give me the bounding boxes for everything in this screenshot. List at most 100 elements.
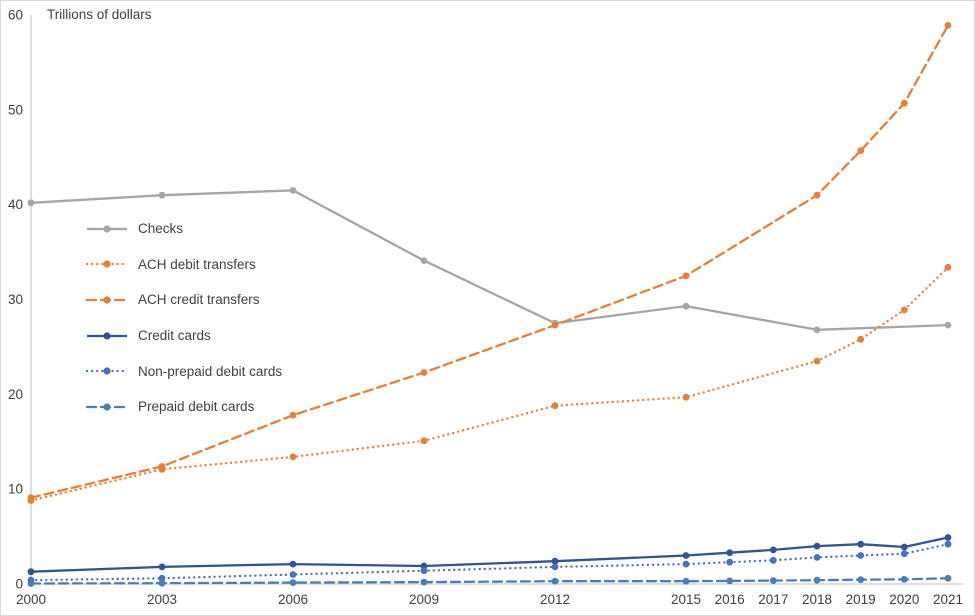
data-point-marker <box>551 577 559 585</box>
legend-item-checks: Checks <box>86 211 282 247</box>
data-point-marker <box>857 576 865 584</box>
data-point-marker <box>682 393 690 401</box>
data-point-marker <box>682 272 690 280</box>
legend-label-checks: Checks <box>138 221 184 237</box>
data-point-marker <box>900 543 908 551</box>
y-tick-label: 30 <box>8 292 23 307</box>
legend-marker <box>103 225 111 233</box>
y-tick-label: 10 <box>8 482 23 497</box>
data-point-marker <box>289 571 297 578</box>
legend-label-non-prepaid-debit-cards: Non-prepaid debit cards <box>138 363 283 379</box>
data-point-marker <box>27 199 35 207</box>
data-point-marker <box>289 411 297 419</box>
y-tick-label: 50 <box>8 102 23 117</box>
data-point-marker <box>158 574 166 582</box>
data-point-marker <box>900 550 908 558</box>
data-point-marker <box>420 257 428 264</box>
data-point-marker <box>158 191 166 199</box>
data-point-marker <box>289 579 297 586</box>
legend-item-prepaid-debit-cards: Prepaid debit cards <box>86 389 282 425</box>
data-point-marker <box>289 453 297 461</box>
x-tick-label: 2016 <box>715 592 745 607</box>
data-point-marker <box>857 147 865 155</box>
data-point-marker <box>420 578 428 586</box>
data-point-marker <box>726 549 734 557</box>
y-tick-label: 60 <box>8 8 23 23</box>
chart-legend: Checks ACH debit transfers ACH credit tran… <box>86 211 282 425</box>
data-point-marker <box>944 540 952 548</box>
data-point-marker <box>682 577 690 585</box>
series-ach-credit-transfers <box>27 22 952 502</box>
series-line-prepaid-debit-cards <box>29 577 950 585</box>
x-tick-label: 2003 <box>147 592 177 607</box>
series-prepaid-debit-cards <box>27 574 952 587</box>
data-point-marker <box>813 357 821 365</box>
legend-marker <box>103 296 111 304</box>
legend-line-sample-ach-debit-transfers <box>86 260 128 268</box>
data-point-marker <box>900 99 908 107</box>
data-point-marker <box>900 575 908 583</box>
data-point-marker <box>857 552 865 559</box>
y-tick-label: 20 <box>8 387 23 402</box>
data-point-marker <box>813 554 821 561</box>
data-point-marker <box>944 534 952 541</box>
legend-line-sample-prepaid-debit-cards <box>86 403 128 411</box>
x-tick-label: 2018 <box>802 592 832 607</box>
data-point-marker <box>769 556 777 564</box>
legend-item-non-prepaid-debit-cards: Non-prepaid debit cards <box>86 353 282 389</box>
legend-item-ach-credit-transfers: ACH credit transfers <box>86 282 282 318</box>
data-point-marker <box>551 563 559 571</box>
legend-marker <box>103 331 111 340</box>
x-tick-label: 2000 <box>16 592 46 607</box>
y-axis-title: Trillions of dollars <box>47 7 152 22</box>
data-point-marker <box>813 576 821 584</box>
series-line-credit-cards <box>30 536 949 573</box>
data-point-marker <box>726 577 734 585</box>
x-tick-label: 2017 <box>758 592 788 607</box>
data-point-marker <box>682 302 690 310</box>
legend-label-ach-credit-transfers: ACH credit transfers <box>138 292 260 308</box>
data-point-marker <box>944 263 952 271</box>
data-point-marker <box>158 463 166 470</box>
data-point-marker <box>420 567 428 575</box>
data-point-marker <box>813 191 821 199</box>
legend-line-sample-non-prepaid-debit-cards <box>86 367 128 375</box>
x-tick-label: 2020 <box>889 592 919 607</box>
legend-line-sample-credit-cards <box>87 331 127 340</box>
series-line-non-prepaid-debit-cards <box>29 543 950 582</box>
data-point-marker <box>813 542 821 550</box>
data-point-marker <box>420 437 428 445</box>
data-point-marker <box>857 335 865 343</box>
y-tick-label: 0 <box>15 577 23 592</box>
legend-line-sample-ach-credit-transfers <box>86 296 128 304</box>
y-tick-label: 40 <box>8 197 23 212</box>
data-point-marker <box>900 306 908 314</box>
legend-label-ach-debit-transfers: ACH debit transfers <box>138 256 256 272</box>
x-tick-label: 2012 <box>540 592 570 607</box>
series-line-checks <box>30 189 949 331</box>
legend-item-ach-debit-transfers: ACH debit transfers <box>86 247 282 283</box>
legend-line-sample-checks <box>87 225 127 233</box>
data-point-marker <box>944 321 952 329</box>
legend-label-prepaid-debit-cards: Prepaid debit cards <box>138 399 255 415</box>
data-point-marker <box>857 540 865 548</box>
data-point-marker <box>158 579 166 587</box>
data-point-marker <box>551 321 559 329</box>
legend-label-credit-cards: Credit cards <box>138 328 211 344</box>
x-tick-label: 2015 <box>671 592 701 607</box>
data-point-marker <box>27 568 35 576</box>
data-point-marker <box>420 369 428 376</box>
legend-marker <box>103 367 111 375</box>
data-point-marker <box>27 494 35 502</box>
data-point-marker <box>726 558 734 566</box>
x-tick-label: 2009 <box>409 592 439 607</box>
data-point-marker <box>551 557 559 565</box>
data-point-marker <box>158 563 166 571</box>
data-point-marker <box>289 560 297 568</box>
data-point-marker <box>769 546 777 554</box>
data-point-marker <box>944 574 952 582</box>
x-tick-label: 2021 <box>933 592 963 607</box>
data-point-marker <box>551 402 559 410</box>
